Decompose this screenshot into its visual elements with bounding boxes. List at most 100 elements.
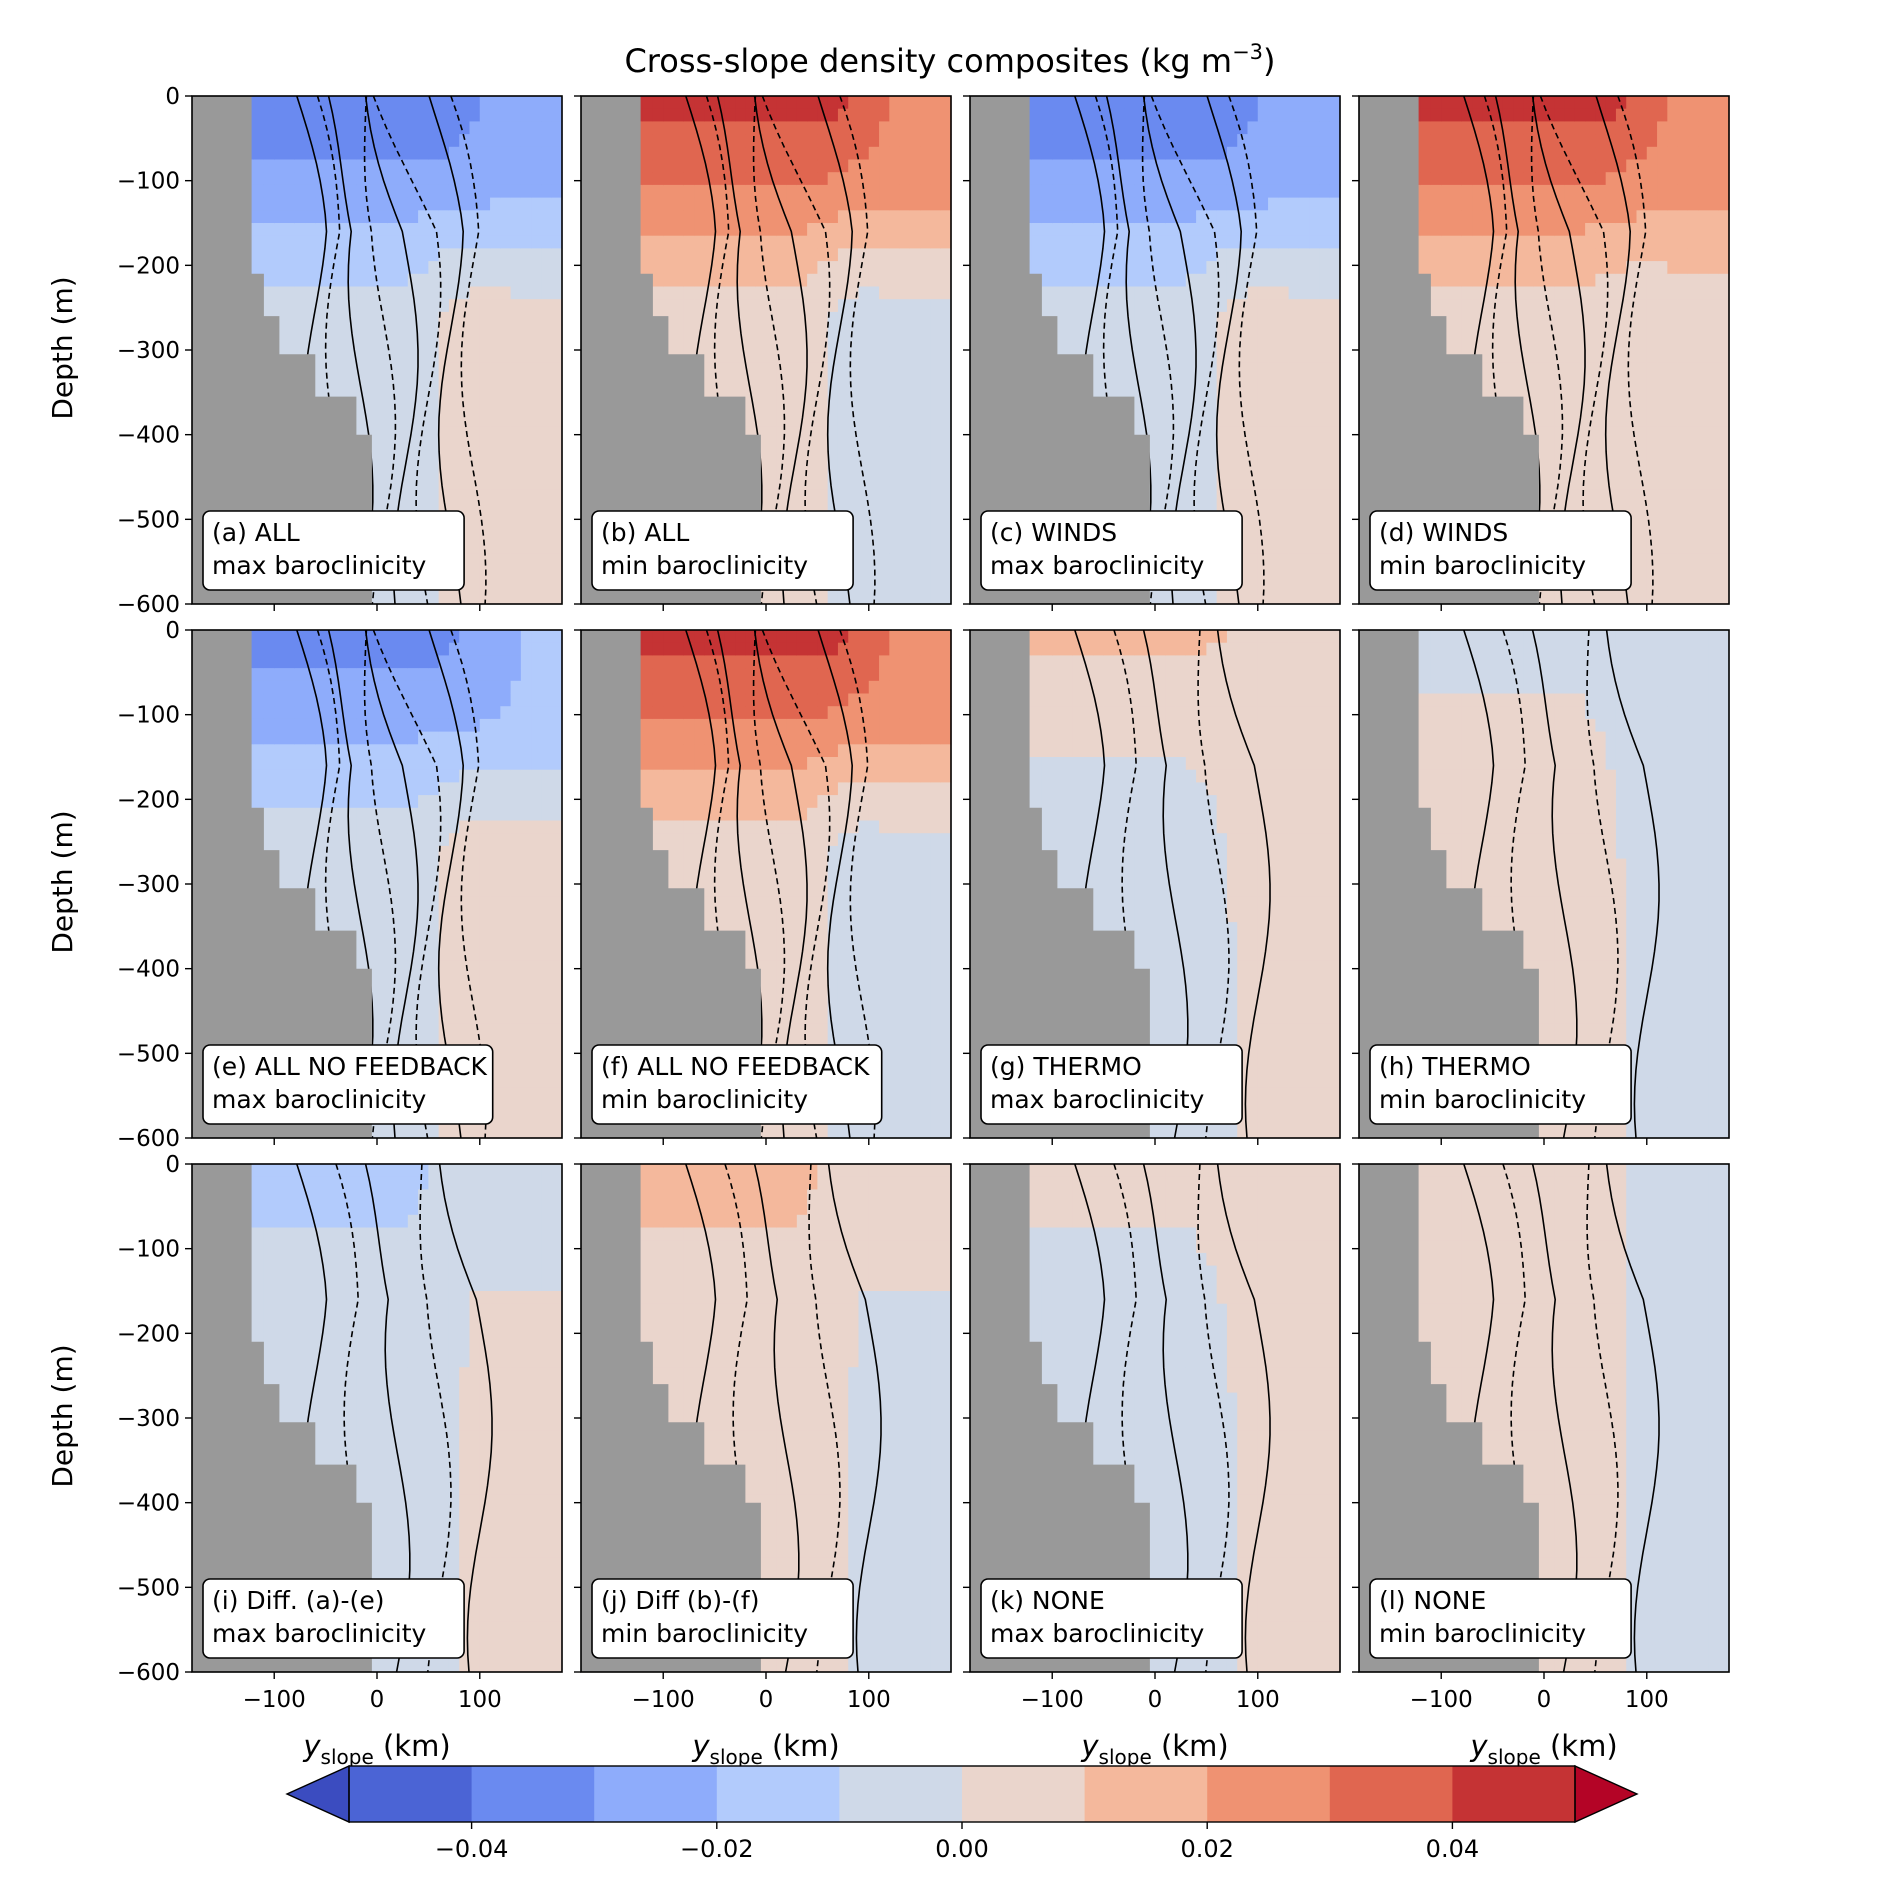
density-cell: [448, 184, 460, 199]
density-cell: [397, 248, 409, 262]
density-cell: [899, 121, 911, 135]
density-cell: [397, 261, 409, 275]
density-cell: [1165, 248, 1177, 262]
density-cell: [786, 108, 798, 122]
density-cell: [377, 184, 388, 199]
density-cell: [755, 362, 767, 376]
density-cell: [1268, 362, 1279, 376]
density-cell: [1185, 350, 1197, 364]
density-cell: [909, 464, 921, 478]
density-cell: [520, 159, 532, 173]
density-cell: [541, 96, 553, 110]
density-cell: [387, 388, 399, 402]
density-cell: [909, 223, 921, 237]
density-cell: [459, 578, 471, 592]
density-cell: [335, 121, 347, 135]
density-cell: [1237, 426, 1249, 440]
density-cell: [940, 553, 952, 567]
density-cell: [1319, 502, 1331, 516]
density-cell: [1492, 210, 1504, 224]
density-cell: [294, 223, 306, 237]
density-cell: [1031, 210, 1043, 224]
density-cell: [807, 134, 818, 148]
density-cell: [694, 337, 705, 351]
density-cell: [889, 388, 901, 402]
density-cell: [694, 223, 705, 237]
density-cell: [366, 350, 378, 364]
density-cell: [387, 184, 399, 199]
density-cell: [407, 388, 419, 402]
density-cell: [438, 273, 450, 288]
density-cell: [868, 261, 880, 275]
density-cell: [356, 210, 368, 224]
density-cell: [1144, 223, 1156, 237]
density-cell: [1268, 108, 1279, 122]
density-cell: [377, 235, 388, 249]
density-cell: [827, 197, 839, 211]
density-cell: [448, 337, 460, 351]
density-cell: [397, 197, 409, 211]
density-cell: [469, 375, 481, 389]
density-cell: [1420, 159, 1432, 173]
density-cell: [1196, 477, 1207, 491]
density-cell: [448, 261, 460, 275]
density-cell: [1329, 324, 1341, 338]
density-cell: [663, 324, 675, 338]
density-cell: [1319, 413, 1331, 427]
density-cell: [930, 197, 942, 211]
density-cell: [479, 375, 491, 389]
density-cell: [438, 96, 450, 110]
density-cell: [817, 489, 829, 503]
density-cell: [930, 146, 942, 161]
density-cell: [1041, 134, 1053, 148]
density-cell: [1329, 223, 1341, 237]
density-cell: [1185, 197, 1197, 211]
density-cell: [469, 388, 481, 402]
density-cell: [520, 578, 532, 592]
density-cell: [1072, 299, 1084, 313]
density-cell: [920, 159, 932, 173]
density-cell: [438, 172, 450, 186]
density-cell: [930, 350, 942, 364]
density-cell: [479, 477, 491, 491]
density-cell: [459, 134, 471, 148]
density-cell: [817, 159, 829, 173]
density-cell: [366, 96, 378, 110]
density-cell: [1144, 121, 1156, 135]
density-cell: [1175, 362, 1187, 376]
density-cell: [899, 540, 911, 554]
density-cell: [1278, 146, 1290, 161]
density-cell: [1185, 134, 1197, 148]
density-cell: [366, 299, 378, 313]
density-cell: [673, 261, 685, 275]
density-cell: [899, 426, 911, 440]
density-cell: [1083, 223, 1094, 237]
density-cell: [745, 172, 757, 186]
density-cell: [1430, 235, 1442, 249]
density-cell: [930, 96, 942, 110]
density-cell: [899, 261, 911, 275]
density-cell: [469, 591, 481, 605]
density-cell: [1288, 362, 1300, 376]
density-cell: [1329, 311, 1341, 326]
density-cell: [500, 121, 512, 135]
density-cell: [448, 121, 460, 135]
density-cell: [1165, 261, 1177, 275]
density-cell: [1430, 197, 1442, 211]
density-cell: [1278, 388, 1290, 402]
density-cell: [683, 108, 695, 122]
density-cell: [346, 350, 358, 364]
density-cell: [1124, 96, 1136, 110]
density-cell: [889, 184, 901, 199]
density-cell: [786, 223, 798, 237]
density-cell: [253, 121, 265, 135]
density-cell: [940, 337, 952, 351]
density-cell: [868, 121, 880, 135]
density-cell: [1257, 210, 1269, 224]
density-cell: [652, 96, 664, 110]
density-cell: [510, 197, 522, 211]
density-cell: [1502, 223, 1514, 237]
density-cell: [1226, 438, 1238, 453]
density-cell: [704, 223, 716, 237]
